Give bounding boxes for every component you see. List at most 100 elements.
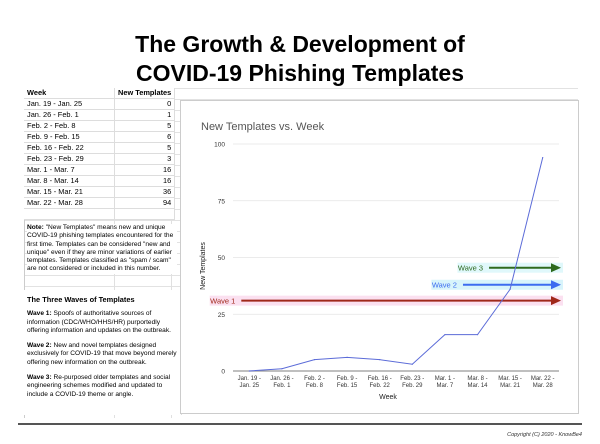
x-tick-label: Jan. 19 - (238, 376, 261, 382)
page-title: The Growth & Development of COVID-19 Phi… (0, 30, 600, 88)
wave-text: Spoofs of authoritative sources of infor… (27, 310, 171, 334)
header-new-templates: New Templates (114, 88, 176, 99)
value-cell: 0 (114, 98, 176, 110)
value-cell: 5 (114, 142, 176, 154)
x-tick-label: Feb. 29 (402, 383, 423, 389)
y-tick-label: 75 (218, 198, 226, 205)
wave-label: Wave 2: (27, 342, 52, 350)
week-cell: Feb. 2 - Feb. 8 (24, 120, 115, 132)
week-cell: Jan. 26 - Feb. 1 (24, 109, 115, 121)
value-cell: 16 (114, 175, 176, 187)
week-cell: Mar. 22 - Mar. 28 (24, 197, 115, 209)
x-tick-label: Mar. 1 - (435, 376, 455, 382)
note-text: Note: "New Templates" means new and uniq… (27, 224, 177, 274)
data-point (542, 157, 544, 159)
empty-cell (114, 208, 176, 220)
x-tick-label: Mar. 22 - (531, 376, 555, 382)
data-table: Week New Templates Jan. 19 - Jan. 25 0 Jan… (24, 88, 176, 220)
series-line (249, 157, 544, 372)
week-cell: Mar. 1 - Mar. 7 (24, 164, 115, 176)
table-row: Feb. 9 - Feb. 15 6 (24, 131, 176, 143)
table-row: Jan. 19 - Jan. 25 0 (24, 98, 176, 110)
x-tick-label: Jan. 25 (239, 383, 259, 389)
wave-arrowhead (551, 296, 561, 306)
x-tick-label: Mar. 21 (500, 383, 521, 389)
y-axis-label: New Templates (200, 242, 207, 290)
value-cell: 16 (114, 164, 176, 176)
x-tick-label: Feb. 1 (273, 383, 291, 389)
wave-text: Re-purposed older templates and social e… (27, 374, 171, 398)
table-row: Feb. 16 - Feb. 22 5 (24, 142, 176, 154)
data-point (346, 356, 348, 358)
table-row: Mar. 22 - Mar. 28 94 (24, 197, 176, 209)
table-row: Feb. 23 - Feb. 29 3 (24, 153, 176, 165)
week-cell: Jan. 19 - Jan. 25 (24, 98, 115, 110)
data-point (379, 359, 381, 361)
value-cell: 36 (114, 186, 176, 198)
x-tick-label: Feb. 23 - (400, 376, 424, 382)
wave-label: Wave 3 (458, 264, 483, 273)
chart-container: New Templates vs. Week Week New Template… (180, 100, 579, 414)
wave-arrowhead (551, 263, 561, 273)
x-tick-label: Feb. 16 - (368, 376, 392, 382)
x-tick-label: Mar. 15 - (498, 376, 522, 382)
value-cell: 6 (114, 131, 176, 143)
y-tick-label: 100 (214, 142, 225, 149)
table-row-empty (24, 208, 176, 220)
value-cell: 3 (114, 153, 176, 165)
x-tick-label: Feb. 8 (306, 383, 324, 389)
x-tick-label: Feb. 22 (370, 383, 391, 389)
note-body: "New Templates" means new and unique COV… (27, 224, 174, 273)
x-tick-label: Mar. 7 (437, 383, 454, 389)
wave-1-description: Wave 1: Spoofs of authoritative sources … (27, 310, 178, 335)
table-row: Mar. 8 - Mar. 14 16 (24, 175, 176, 187)
week-cell: Feb. 16 - Feb. 22 (24, 142, 115, 154)
line-chart: New Templates vs. Week Week New Template… (200, 121, 563, 401)
y-tick-label: 0 (221, 369, 225, 376)
x-tick-label: Mar. 28 (533, 383, 554, 389)
chart-title: New Templates vs. Week (201, 121, 325, 133)
x-tick-label: Feb. 9 - (337, 376, 358, 382)
x-tick-label: Feb. 2 - (304, 376, 325, 382)
data-point (509, 288, 511, 290)
data-point (248, 370, 250, 372)
wave-2-description: Wave 2: New and novel templates designed… (27, 342, 178, 367)
wave-label: Wave 2 (432, 281, 457, 290)
divider (18, 423, 582, 425)
y-tick-label: 50 (218, 255, 226, 262)
x-tick-label: Mar. 14 (467, 383, 488, 389)
week-cell: Mar. 15 - Mar. 21 (24, 186, 115, 198)
table-row: Mar. 1 - Mar. 7 16 (24, 164, 176, 176)
header-week: Week (24, 88, 115, 99)
data-point (476, 334, 479, 336)
x-tick-label: Feb. 15 (337, 383, 358, 389)
value-cell: 1 (114, 109, 176, 121)
data-point (313, 359, 316, 361)
waves-heading: The Three Waves of Templates (27, 295, 135, 304)
copyright: Copyright (C) 2020 - KnowBe4 (507, 432, 582, 438)
data-point (411, 363, 413, 365)
x-tick-label: Jan. 26 - (270, 376, 293, 382)
title-line-2: COVID-19 Phishing Templates (135, 60, 465, 86)
title-line-1: The Growth & Development of (135, 31, 465, 57)
wave-arrowhead (551, 280, 561, 290)
wave-label: Wave 1 (210, 296, 235, 305)
data-point (444, 334, 446, 336)
wave-label: Wave 1: (27, 310, 52, 318)
value-cell: 5 (114, 120, 176, 132)
wave-label: Wave 3: (27, 374, 52, 382)
wave-3-description: Wave 3: Re-purposed older templates and … (27, 374, 178, 399)
x-axis-label: Week (379, 394, 397, 401)
y-tick-label: 25 (218, 312, 226, 319)
week-cell: Feb. 9 - Feb. 15 (24, 131, 115, 143)
data-point (281, 368, 283, 370)
x-tick-label: Mar. 8 - (467, 376, 487, 382)
value-cell: 94 (114, 197, 176, 209)
table-header-row: Week New Templates (24, 88, 176, 99)
empty-cell (24, 208, 115, 220)
wave-text: New and novel templates designed exclusi… (27, 342, 177, 366)
table-row: Mar. 15 - Mar. 21 36 (24, 186, 176, 198)
week-cell: Mar. 8 - Mar. 14 (24, 175, 115, 187)
